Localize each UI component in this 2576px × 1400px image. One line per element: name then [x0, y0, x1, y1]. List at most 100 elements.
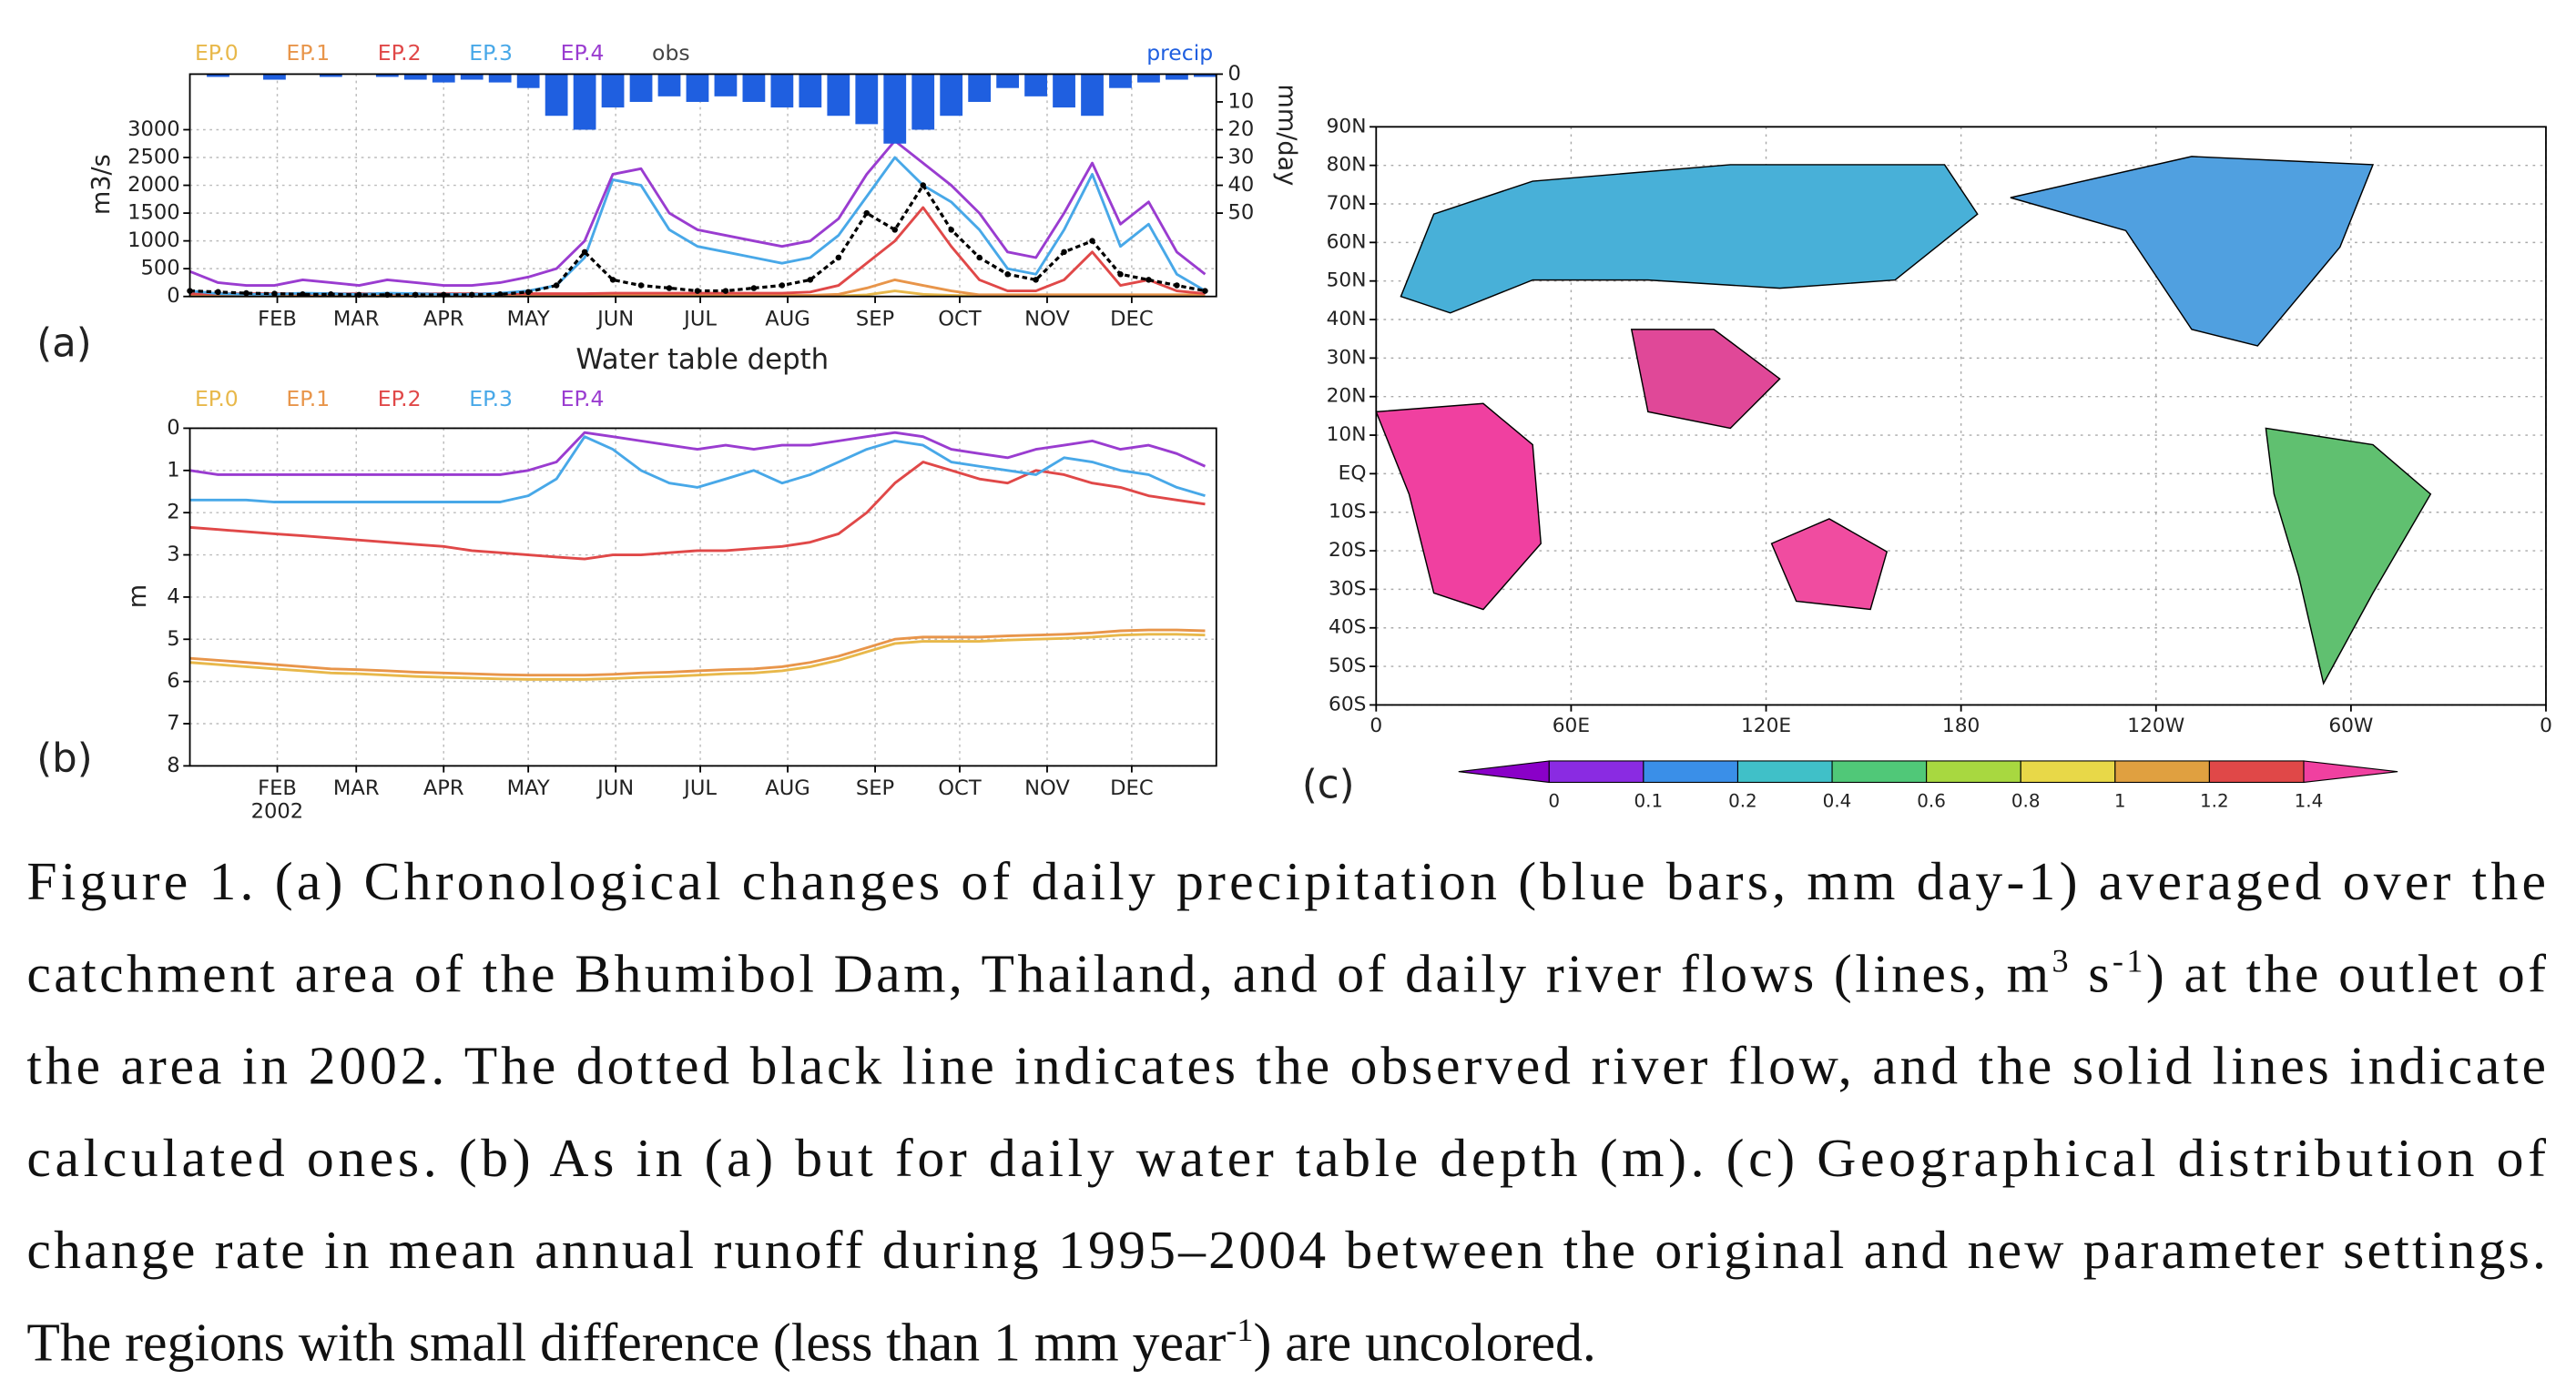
caption-sup: -1 [2113, 943, 2143, 979]
colorbar-label: 0 [1548, 791, 1560, 812]
y-tick-label: 2500 [127, 146, 180, 169]
obs-point [243, 289, 249, 297]
y-tick-label: 90N [1327, 115, 1367, 137]
obs-point [722, 288, 729, 294]
precip-bar [1024, 74, 1047, 96]
legend-label: precip [1146, 40, 1213, 66]
x-tick-label: 180 [1942, 715, 1980, 737]
colorbar-label: 0.1 [1634, 791, 1663, 812]
y-tick-label: 2 [167, 501, 179, 524]
y2-tick-label: 20 [1227, 117, 1254, 141]
y-tick-label: 6 [167, 669, 179, 693]
precip-bar [488, 74, 512, 83]
caption-text: calculated ones. (b) As in (a) but for d… [26, 1128, 2546, 1188]
precip-bar [686, 74, 709, 102]
obs-point [920, 182, 926, 188]
precip-bar [1137, 74, 1160, 83]
y-tick-label: 80N [1327, 154, 1367, 177]
y-tick-label: 500 [141, 257, 180, 280]
caption-line: Figure 1. (a) Chronological changes of d… [26, 851, 2546, 911]
y-tick-label: EQ [1339, 462, 1367, 484]
y-tick-label: 1 [167, 458, 179, 482]
y-tick-label: 40S [1329, 616, 1366, 639]
obs-point [1145, 277, 1152, 283]
colorbar-segment [2114, 760, 2210, 784]
precip-bar [770, 74, 794, 108]
panel-label: (c) [1302, 762, 1355, 807]
obs-point [1202, 288, 1208, 294]
x-tick-label: JUL [682, 776, 717, 800]
land-north-america [2010, 156, 2375, 347]
x-tick-label: JUN [596, 776, 634, 800]
colorbar-label: 1 [2114, 791, 2126, 812]
legend-label: obs [652, 40, 690, 66]
obs-point [666, 285, 673, 291]
y-tick-label: 60N [1327, 230, 1367, 253]
caption-text: The regions with small difference (less … [26, 1313, 1226, 1373]
caption-text: Figure 1. (a) Chronological changes of d… [26, 851, 2546, 911]
y-tick-label: 8 [167, 754, 179, 777]
obs-point [609, 277, 616, 283]
colorbar-segment [1736, 760, 1833, 784]
obs-point [1117, 271, 1124, 278]
precip-bar [375, 74, 399, 77]
caption-text: change rate in mean annual runoff during… [26, 1220, 2546, 1280]
y2-tick-label: 40 [1227, 173, 1254, 197]
obs-point [835, 254, 842, 261]
obs-point [694, 288, 701, 294]
legend-label: EP.1 [286, 386, 330, 411]
y-tick-label: 20S [1329, 539, 1366, 562]
x-tick-label: 0 [2540, 715, 2552, 737]
legend-label: EP.2 [378, 40, 422, 66]
precip-bar [263, 74, 286, 80]
y-tick-label: 40N [1327, 308, 1367, 330]
colorbar-label: 0.2 [1728, 791, 1757, 812]
x-tick-label: FEB [258, 776, 297, 800]
colorbar-segment [1643, 760, 1739, 784]
y-tick-label: 10N [1327, 423, 1367, 446]
colorbar-label: 1.2 [2200, 791, 2229, 812]
land-eurasia [1400, 164, 1979, 314]
series-line [189, 431, 1207, 476]
obs-point [1089, 238, 1095, 244]
x-tick-label: MAR [333, 308, 380, 331]
caption-line: calculated ones. (b) As in (a) but for d… [26, 1128, 2546, 1188]
y-tick-label: 2000 [127, 173, 180, 197]
obs-point [1004, 271, 1011, 278]
x-tick-label: 60E [1553, 715, 1590, 737]
y-tick-label: 5 [167, 627, 179, 651]
precip-bar [1109, 74, 1132, 88]
x-tick-label: 120W [2127, 715, 2184, 737]
precip-bar [855, 74, 879, 125]
x-tick-label: 60W [2328, 715, 2373, 737]
x-tick-label: SEP [856, 776, 894, 800]
series-line [189, 628, 1206, 677]
precip-bar [573, 74, 596, 130]
precip-bar [601, 74, 625, 108]
x-tick-label: JUN [596, 308, 634, 331]
colorbar-segment [2208, 760, 2305, 784]
y-tick-label: 0 [167, 416, 179, 440]
map-frame [1375, 126, 2547, 706]
precip-bar [545, 74, 568, 117]
precip-bar [968, 74, 992, 102]
obs-point [271, 290, 278, 297]
plot-frame [188, 427, 1217, 767]
y-tick-label: 4 [167, 584, 179, 608]
caption-line: change rate in mean annual runoff during… [26, 1220, 2546, 1280]
panel-label: (b) [36, 736, 92, 781]
y-tick-label: 70N [1327, 192, 1367, 215]
precip-bar [516, 74, 540, 88]
y-tick-label: 30S [1329, 577, 1366, 600]
obs-point [1033, 277, 1039, 283]
colorbar-label: 1.4 [2295, 791, 2324, 812]
y2-tick-label: 10 [1227, 89, 1254, 113]
colorbar-segment [2020, 760, 2116, 784]
legend-label: EP.3 [469, 40, 513, 66]
x-tick-label: 0 [1369, 715, 1382, 737]
precip-bar [460, 74, 484, 80]
legend-label: EP.2 [378, 386, 422, 411]
colorbar-label: 0.4 [1823, 791, 1852, 812]
precip-bar [940, 74, 963, 117]
